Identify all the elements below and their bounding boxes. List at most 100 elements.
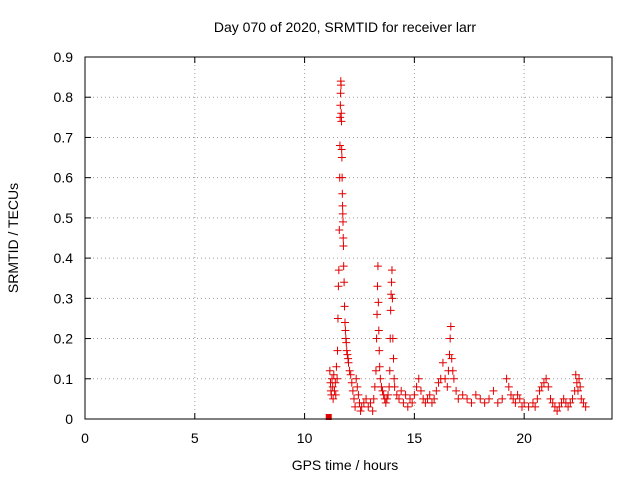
data-point bbox=[339, 217, 348, 226]
data-point bbox=[342, 338, 351, 347]
data-point bbox=[539, 378, 548, 387]
data-point bbox=[329, 370, 338, 379]
data-point bbox=[386, 306, 395, 315]
x-tick-label: 15 bbox=[407, 430, 423, 446]
data-point bbox=[362, 394, 371, 403]
data-point bbox=[337, 109, 346, 118]
data-point bbox=[566, 398, 575, 407]
data-point bbox=[504, 382, 513, 391]
data-point bbox=[353, 382, 362, 391]
data-point bbox=[374, 326, 383, 335]
x-axis-title: GPS time / hours bbox=[292, 457, 399, 473]
data-point bbox=[454, 394, 463, 403]
data-point bbox=[348, 386, 357, 395]
data-point bbox=[340, 278, 349, 287]
x-tick-label: 20 bbox=[516, 430, 532, 446]
data-point bbox=[337, 81, 346, 90]
data-point bbox=[573, 386, 582, 395]
data-point bbox=[576, 382, 585, 391]
data-point bbox=[333, 374, 342, 383]
data-point bbox=[553, 406, 562, 415]
data-point bbox=[392, 390, 401, 399]
data-point bbox=[341, 326, 350, 335]
y-tick-label: 0.4 bbox=[54, 250, 74, 266]
data-point bbox=[568, 394, 577, 403]
x-tick-label: 10 bbox=[297, 430, 313, 446]
data-point bbox=[337, 145, 346, 154]
data-point bbox=[332, 362, 341, 371]
data-point bbox=[340, 318, 349, 327]
data-point bbox=[389, 354, 398, 363]
data-point bbox=[579, 398, 588, 407]
data-point bbox=[378, 386, 387, 395]
data-point bbox=[520, 398, 529, 407]
data-point bbox=[334, 282, 343, 291]
data-point bbox=[346, 370, 355, 379]
data-point bbox=[399, 398, 408, 407]
data-point bbox=[345, 366, 354, 375]
data-point bbox=[476, 394, 485, 403]
data-point bbox=[368, 406, 377, 415]
data-point bbox=[390, 374, 399, 383]
data-point bbox=[390, 382, 399, 391]
data-point bbox=[336, 113, 345, 122]
data-point bbox=[338, 189, 347, 198]
data-point bbox=[354, 390, 363, 399]
data-point bbox=[467, 398, 476, 407]
y-tick-label: 0.2 bbox=[54, 331, 74, 347]
data-point bbox=[405, 394, 414, 403]
data-point bbox=[403, 402, 412, 411]
data-point bbox=[416, 386, 425, 395]
data-point bbox=[446, 334, 455, 343]
data-point bbox=[376, 374, 385, 383]
y-axis-title: SRMTID / TECUs bbox=[5, 183, 21, 293]
data-point bbox=[328, 382, 337, 391]
data-point bbox=[548, 398, 557, 407]
data-point bbox=[458, 390, 467, 399]
data-point bbox=[373, 310, 382, 319]
data-point bbox=[445, 350, 454, 359]
data-point bbox=[338, 173, 347, 182]
y-tick-label: 0.8 bbox=[54, 89, 74, 105]
data-point bbox=[441, 374, 450, 383]
data-point bbox=[571, 370, 580, 379]
data-point bbox=[374, 298, 383, 307]
data-point bbox=[531, 402, 540, 411]
data-point bbox=[339, 262, 348, 271]
data-point bbox=[375, 362, 384, 371]
y-tick-label: 0.7 bbox=[54, 129, 74, 145]
axis-ticks: 0 0.1 0.2 0.3 0.4 0.5 0.6 0.7 0.8 0.9 0 5 10 15 20 bbox=[54, 49, 612, 446]
y-tick-label: 0.9 bbox=[54, 49, 74, 65]
data-point bbox=[434, 378, 443, 387]
data-point bbox=[364, 402, 373, 411]
data-point bbox=[331, 390, 340, 399]
data-point bbox=[388, 334, 397, 343]
data-point bbox=[427, 398, 436, 407]
plot-frame bbox=[84, 56, 613, 420]
data-point bbox=[502, 374, 511, 383]
data-point bbox=[372, 334, 381, 343]
data-point bbox=[535, 386, 544, 395]
data-point bbox=[387, 278, 396, 287]
data-point bbox=[446, 322, 455, 331]
data-point bbox=[515, 394, 524, 403]
data-point bbox=[331, 378, 340, 387]
data-point bbox=[449, 374, 458, 383]
chart-title: Day 070 of 2020, SRMTID for receiver lar… bbox=[214, 19, 477, 35]
data-point bbox=[343, 350, 352, 359]
data-point bbox=[339, 234, 348, 242]
data-point bbox=[388, 294, 397, 303]
data-point bbox=[387, 266, 396, 275]
data-point bbox=[425, 390, 434, 399]
data-points bbox=[325, 77, 590, 420]
data-point bbox=[329, 394, 338, 403]
data-point bbox=[335, 225, 344, 234]
data-point bbox=[485, 394, 494, 403]
data-point bbox=[375, 346, 384, 355]
data-point bbox=[432, 386, 441, 395]
data-point bbox=[377, 382, 386, 391]
data-point bbox=[480, 398, 489, 407]
data-point bbox=[498, 394, 507, 403]
data-point bbox=[463, 394, 472, 403]
